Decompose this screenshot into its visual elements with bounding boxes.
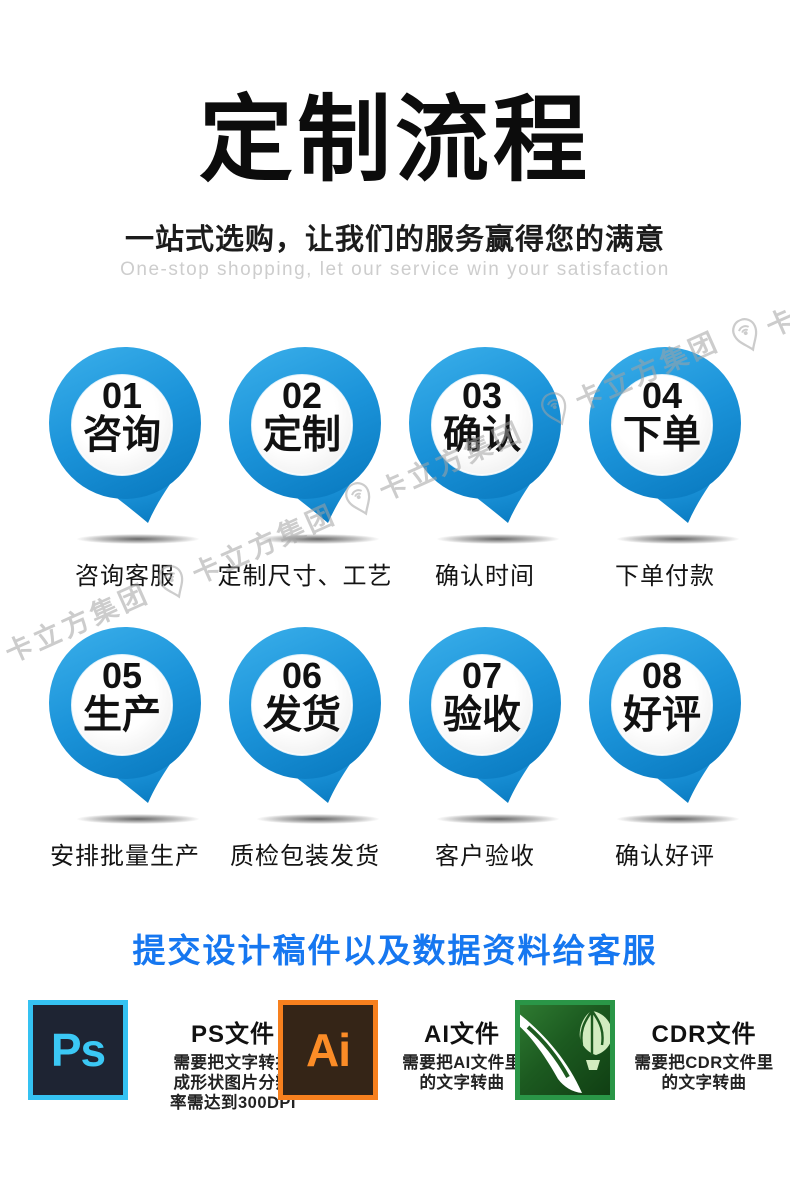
- step-title: 发货: [262, 693, 341, 737]
- file-card-cdr: CDR文件 需要把CDR文件里 的文字转曲: [515, 1000, 785, 1100]
- pin-shadow: [257, 814, 379, 824]
- illustrator-icon: Ai: [278, 1000, 378, 1100]
- process-step-6: 06 发货: [228, 627, 382, 805]
- file-desc-line: 率需达到300DPI: [169, 1094, 297, 1113]
- step-caption: 确认好评: [615, 843, 715, 870]
- file-card-ps: Ps PS文件 需要把文字转换 成形状图片分辨 率需达到300DPI: [28, 1000, 312, 1113]
- coreldraw-icon: [515, 1000, 615, 1100]
- step-title: 好评: [622, 693, 701, 737]
- photoshop-icon: Ps: [28, 1000, 128, 1100]
- brand-logo-icon: [0, 639, 7, 684]
- step-caption: 确认时间: [435, 563, 535, 590]
- step-title: 咨询: [82, 413, 161, 457]
- step-title: 下单: [622, 413, 701, 457]
- process-step-2: 02 定制: [228, 347, 382, 525]
- step-caption: 质检包装发货: [230, 843, 380, 870]
- file-desc-line: 需要把AI文件里: [402, 1054, 522, 1072]
- step-caption: 安排批量生产: [50, 843, 200, 870]
- page-title: 定制流程: [198, 87, 591, 192]
- submit-heading: 提交设计稿件以及数据资料给客服: [132, 932, 658, 969]
- location-pin-icon: [409, 627, 561, 803]
- step-caption: 下单付款: [615, 563, 715, 590]
- process-step-4: 04 下单: [588, 347, 742, 525]
- step-number: 01: [101, 375, 143, 416]
- step-number: 03: [461, 375, 503, 416]
- pin-shadow: [257, 534, 379, 544]
- process-step-8: 08 好评: [588, 627, 742, 805]
- location-pin-icon: [49, 627, 201, 803]
- step-title: 验收: [442, 693, 521, 737]
- pin-shadow: [77, 814, 199, 824]
- step-number: 08: [641, 655, 683, 696]
- location-pin-icon: [49, 347, 201, 523]
- process-step-7: 07 验收: [408, 627, 562, 805]
- step-title: 定制: [262, 413, 341, 457]
- process-step-3: 03 确认: [408, 347, 562, 525]
- file-title: PS文件: [190, 1021, 275, 1048]
- pin-shadow: [77, 534, 199, 544]
- process-step-1: 01 咨询: [48, 347, 202, 525]
- subtitle-en: One-stop shopping, let our service win y…: [120, 259, 670, 280]
- pin-shadow: [617, 534, 739, 544]
- pin-shadow: [437, 534, 559, 544]
- coreldraw-balloon-graphic: [520, 1010, 610, 1093]
- step-number: 06: [281, 655, 323, 696]
- process-step-5: 05 生产: [48, 627, 202, 805]
- step-caption: 咨询客服: [75, 563, 175, 590]
- subtitle-cn: 一站式选购，让我们的服务赢得您的满意: [124, 224, 665, 256]
- file-desc-line: 成形状图片分辨: [173, 1074, 293, 1093]
- file-desc-line: 需要把CDR文件里: [634, 1054, 774, 1072]
- step-number: 02: [281, 375, 323, 416]
- location-pin-icon: [229, 627, 381, 803]
- location-pin-icon: [589, 627, 741, 803]
- step-caption: 客户验收: [435, 843, 535, 870]
- file-title: AI文件: [424, 1021, 500, 1048]
- step-number: 05: [101, 655, 143, 696]
- pin-shadow: [617, 814, 739, 824]
- file-title: CDR文件: [651, 1021, 757, 1048]
- step-caption: 定制尺寸、工艺: [217, 563, 393, 590]
- file-desc-line: 需要把文字转换: [173, 1054, 293, 1072]
- step-number: 04: [641, 375, 683, 416]
- location-pin-icon: [589, 347, 741, 523]
- file-card-ai: Ai AI文件 需要把AI文件里 的文字转曲: [278, 1000, 532, 1100]
- step-number: 07: [461, 655, 503, 696]
- file-desc-line: 的文字转曲: [661, 1074, 747, 1093]
- location-pin-icon: [409, 347, 561, 523]
- location-pin-icon: [229, 347, 381, 523]
- step-title: 确认: [442, 413, 521, 457]
- pin-shadow: [437, 814, 559, 824]
- file-desc-line: 的文字转曲: [419, 1074, 505, 1093]
- step-title: 生产: [82, 693, 161, 737]
